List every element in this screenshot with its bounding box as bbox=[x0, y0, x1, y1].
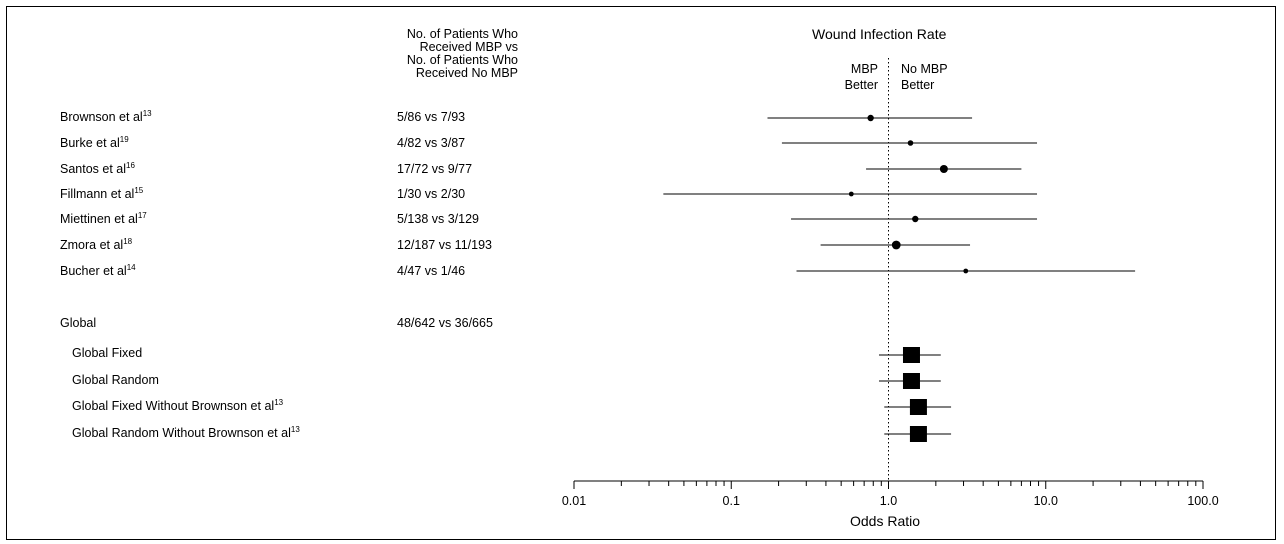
counts-value: 12/187 vs 11/193 bbox=[397, 238, 492, 252]
global-random-without-label: Global Random Without Brownson et al13 bbox=[72, 425, 300, 441]
global-fixed-label: Global Fixed bbox=[72, 346, 143, 360]
counts-value: 4/47 vs 1/46 bbox=[397, 264, 466, 278]
no-mbp-better-line: No MBP bbox=[901, 62, 948, 76]
study-estimate-point bbox=[848, 191, 854, 197]
counts-value: 4/82 vs 3/87 bbox=[397, 136, 466, 150]
counts-header-line: No. of Patients Who bbox=[406, 53, 518, 67]
study-label: Bucher et al14 bbox=[60, 263, 136, 279]
pooled-estimate-square bbox=[909, 399, 927, 415]
mbp-better-label: MBP Better bbox=[838, 61, 878, 93]
study-label: Santos et al16 bbox=[60, 161, 135, 177]
plot-title: Wound Infection Rate bbox=[812, 26, 947, 42]
figure-frame bbox=[6, 6, 1276, 540]
counts-header-line: Received MBP vs bbox=[419, 40, 518, 54]
pooled-estimate-square bbox=[902, 347, 920, 363]
counts-value: 5/86 vs 7/93 bbox=[397, 110, 466, 124]
pooled-estimate-square bbox=[909, 426, 927, 442]
no-mbp-better-label: No MBP Better bbox=[901, 61, 948, 93]
study-estimate-point bbox=[963, 268, 969, 274]
x-tick-label: 0.01 bbox=[562, 494, 586, 508]
global-label: Global bbox=[60, 316, 97, 330]
counts-header-line: Received No MBP bbox=[415, 66, 518, 80]
x-tick-label: 10.0 bbox=[1034, 494, 1058, 508]
counts-value: 17/72 vs 9/77 bbox=[397, 162, 473, 176]
x-axis-label: Odds Ratio bbox=[850, 513, 921, 529]
counts-value: 48/642 vs 36/665 bbox=[397, 316, 493, 330]
study-label: Zmora et al18 bbox=[60, 237, 133, 253]
study-estimate-point bbox=[891, 240, 901, 250]
no-mbp-better-line: Better bbox=[901, 78, 935, 92]
global-random-label: Global Random bbox=[72, 373, 159, 387]
global-fixed-without-label: Global Fixed Without Brownson et al13 bbox=[72, 398, 284, 414]
x-tick-label: 0.1 bbox=[723, 494, 740, 508]
mbp-better-line: Better bbox=[844, 78, 878, 92]
study-estimate-point bbox=[907, 140, 914, 146]
pooled-estimate-square bbox=[902, 373, 920, 389]
counts-header-line: No. of Patients Who bbox=[406, 27, 518, 41]
counts-value: 5/138 vs 3/129 bbox=[397, 212, 480, 226]
counts-column-header: No. of Patients Who Received MBP vs No. … bbox=[318, 28, 518, 80]
x-tick-label: 100.0 bbox=[1187, 494, 1218, 508]
study-label: Fillmann et al15 bbox=[60, 186, 144, 202]
mbp-better-line: MBP bbox=[850, 62, 878, 76]
study-label: Brownson et al13 bbox=[60, 109, 152, 125]
study-estimate-point bbox=[867, 114, 874, 122]
study-label: Miettinen et al17 bbox=[60, 211, 147, 227]
counts-value: 1/30 vs 2/30 bbox=[397, 187, 466, 201]
study-label: Burke et al19 bbox=[60, 135, 129, 151]
x-tick-label: 1.0 bbox=[880, 494, 897, 508]
study-estimate-point bbox=[912, 215, 919, 223]
study-estimate-point bbox=[939, 165, 948, 173]
